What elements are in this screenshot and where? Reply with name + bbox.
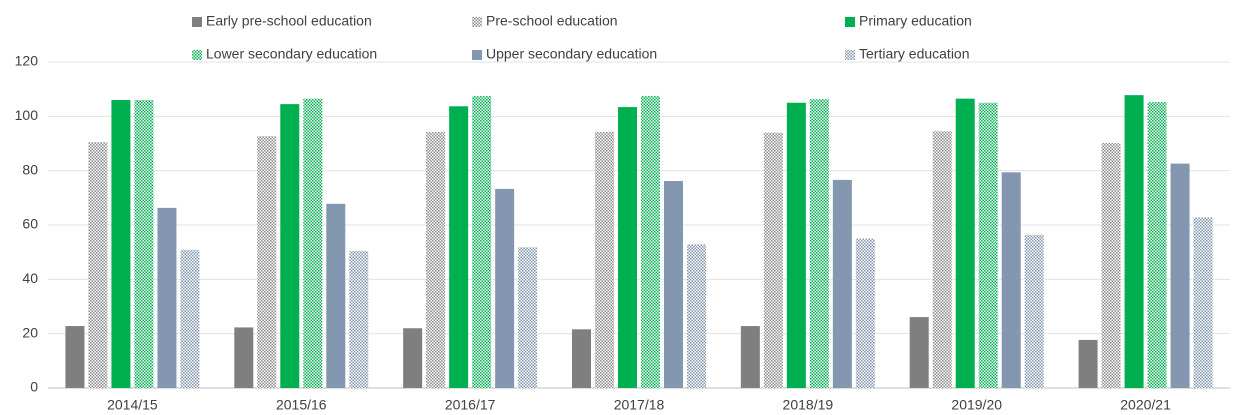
x-tick-label: 2018/19 — [783, 397, 834, 413]
y-tick-label: 0 — [30, 379, 38, 395]
legend-label: Primary education — [859, 13, 972, 29]
bar — [664, 180, 683, 388]
bar — [855, 238, 875, 388]
bar — [978, 102, 998, 388]
bar — [1170, 163, 1190, 388]
legend-swatch — [472, 17, 482, 27]
bar — [763, 132, 783, 388]
y-tick-label: 60 — [22, 216, 38, 232]
x-tick-label: 2020/21 — [1120, 397, 1171, 413]
bar — [303, 98, 323, 389]
legend-swatch — [845, 17, 855, 27]
legend-label: Upper secondary education — [486, 46, 657, 62]
bar — [403, 328, 423, 388]
y-tick-label: 120 — [15, 53, 39, 69]
bar — [134, 100, 154, 389]
bar — [1101, 142, 1121, 388]
bar — [1078, 339, 1098, 388]
bar — [1193, 217, 1213, 388]
bar — [955, 98, 975, 389]
bar — [641, 95, 660, 388]
legend-label: Tertiary education — [859, 46, 970, 62]
bar — [65, 326, 85, 388]
bar — [257, 136, 277, 388]
legend-swatch — [192, 50, 202, 60]
bar — [832, 179, 852, 388]
bar — [740, 326, 760, 388]
x-tick-label: 2017/18 — [614, 397, 665, 413]
bar — [618, 107, 637, 388]
x-tick-label: 2014/15 — [107, 397, 158, 413]
bar — [572, 329, 591, 388]
bar — [449, 106, 469, 388]
legend-swatch — [472, 50, 482, 60]
legend-label: Pre-school education — [486, 13, 618, 29]
legend-label: Early pre-school education — [206, 13, 372, 29]
legend-swatch — [192, 17, 202, 27]
legend-swatch — [845, 50, 855, 60]
bar — [1124, 95, 1144, 388]
y-tick-label: 100 — [15, 107, 39, 123]
bar — [909, 317, 929, 388]
x-tick-label: 2015/16 — [276, 397, 327, 413]
bar — [180, 249, 200, 388]
bar — [786, 102, 806, 388]
bar — [280, 104, 300, 388]
y-tick-label: 80 — [22, 161, 38, 177]
bar — [472, 95, 492, 388]
bar — [111, 100, 131, 389]
bar — [1001, 172, 1021, 388]
bar — [687, 244, 706, 388]
legend-label: Lower secondary education — [206, 46, 377, 62]
bar — [1147, 101, 1167, 388]
bar — [426, 131, 446, 388]
bar — [234, 327, 254, 388]
bar — [518, 247, 538, 388]
bar — [932, 131, 952, 388]
bar — [326, 203, 346, 388]
y-tick-label: 20 — [22, 324, 38, 340]
bar — [349, 251, 369, 388]
bar — [88, 142, 108, 388]
x-tick-label: 2019/20 — [951, 397, 1002, 413]
bar — [809, 99, 829, 389]
bar — [495, 188, 515, 388]
x-tick-label: 2016/17 — [445, 397, 496, 413]
bar — [595, 131, 614, 388]
y-tick-label: 40 — [22, 270, 38, 286]
bar — [157, 207, 177, 388]
bar — [1024, 234, 1044, 388]
